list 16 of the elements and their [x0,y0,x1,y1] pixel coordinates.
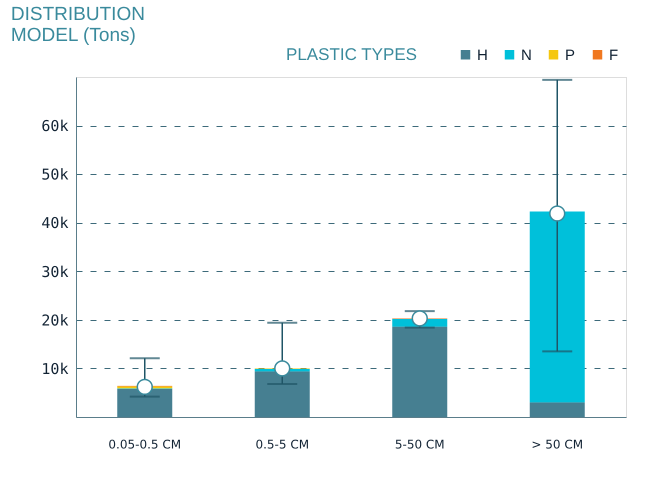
y-tick-label: 40k [41,214,68,232]
x-tick-label: 0.05-0.5 CM [108,438,182,452]
y-tick-label: 60k [41,117,68,136]
legend-label: N [521,46,532,64]
legend-label: H [477,46,488,64]
chart-title: DISTRIBUTION MODEL (Tons) [10,4,145,46]
legend-label: P [565,46,576,64]
y-tick-label: 50k [41,166,68,184]
x-tick-label: 5-50 CM [394,438,445,452]
y-tick-label: 20k [41,311,68,330]
y-tick-label: 10k [41,360,68,378]
x-tick-label: 0.5-5 CM [255,438,310,452]
legend-title: PLASTIC TYPES [286,45,418,64]
legend-label: F [609,46,618,64]
y-tick-label: 30k [41,262,68,281]
x-tick-label: > 50 CM [531,438,584,452]
